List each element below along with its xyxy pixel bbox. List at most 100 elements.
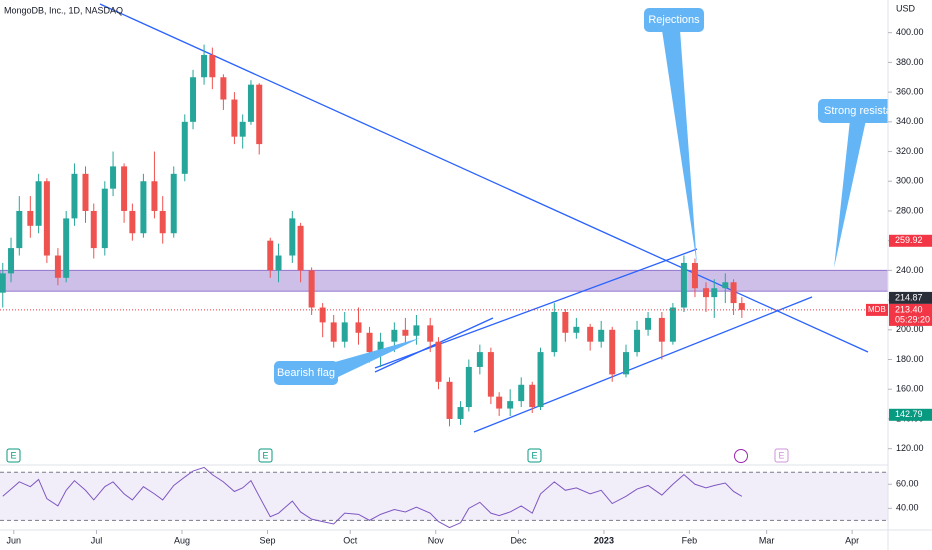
earnings-label: E — [262, 450, 268, 460]
candle-body — [366, 332, 373, 353]
callout — [274, 361, 338, 385]
channel-upper — [374, 248, 698, 369]
candle-body — [190, 77, 197, 122]
candle-body — [476, 352, 483, 367]
callout-tail — [328, 338, 420, 378]
symbol-box — [866, 303, 888, 316]
y-tick-label: 180.00 — [896, 354, 924, 364]
candle-body — [209, 54, 216, 78]
candle-body — [275, 255, 282, 271]
chart-title: MongoDB, Inc., 1D, NASDAQ — [4, 5, 123, 15]
candle-body — [702, 288, 709, 298]
candle-body — [402, 329, 409, 336]
y-tick-label: 400.00 — [896, 27, 924, 37]
x-tick-label: Apr — [845, 535, 859, 545]
y-tick-label: 360.00 — [896, 86, 924, 96]
candle-body — [201, 54, 208, 78]
candle-body — [722, 282, 729, 289]
candle-body — [170, 173, 177, 234]
rsi-band — [0, 472, 888, 521]
candle-body — [54, 255, 61, 278]
trend-line — [99, 3, 869, 353]
earnings-label: E — [10, 450, 16, 460]
candle-body — [0, 273, 6, 293]
candle-body — [129, 210, 136, 234]
earnings-icon — [258, 448, 273, 463]
candle-body — [391, 329, 398, 342]
callout — [644, 8, 704, 32]
candle-body — [159, 210, 166, 234]
candle-body — [110, 166, 117, 189]
candle-body — [16, 210, 23, 249]
callout-tail — [834, 120, 866, 268]
x-tick-label: Feb — [682, 535, 698, 545]
x-tick-label: Oct — [343, 535, 358, 545]
candle-body — [8, 248, 15, 274]
callout-text: Bearish flag — [277, 367, 335, 379]
candle-body — [507, 401, 514, 409]
y-tick-label: 380.00 — [896, 57, 924, 67]
candle-body — [669, 307, 676, 342]
candle-body — [573, 326, 580, 333]
candle-body — [529, 384, 536, 408]
candle-body — [63, 218, 70, 278]
candle-body — [598, 329, 605, 342]
candle-body — [43, 181, 50, 256]
price-marker — [889, 234, 932, 247]
candle-body — [427, 325, 434, 342]
candle-body — [297, 225, 304, 271]
candle-body — [341, 322, 348, 342]
candle-body — [355, 322, 362, 333]
candle-body — [496, 396, 503, 409]
candle-body — [267, 240, 274, 271]
price-axis — [888, 0, 932, 550]
channel-lower — [473, 296, 813, 433]
candle-body — [140, 181, 147, 234]
candle-body — [256, 84, 263, 145]
earnings-icon — [6, 448, 21, 463]
currency: USD — [896, 3, 916, 13]
y-tick-label: 340.00 — [896, 116, 924, 126]
rsi-line — [2, 466, 743, 529]
candle-body — [220, 77, 227, 100]
candle-body — [587, 326, 594, 342]
candle-body — [121, 166, 128, 211]
symbol-label: MDB — [868, 305, 886, 314]
dividend-icon — [734, 449, 748, 463]
price-marker-label: 259.92 — [895, 235, 923, 245]
candle-body — [82, 173, 89, 211]
x-tick-label: Jun — [7, 535, 22, 545]
candle-body — [247, 84, 254, 122]
candle-body — [609, 329, 616, 375]
earnings-label: E — [531, 450, 537, 460]
x-tick-label: Aug — [174, 535, 190, 545]
x-tick-label: 2023 — [594, 535, 614, 545]
candle-body — [518, 384, 525, 402]
last-price-box — [889, 303, 932, 326]
candle-body — [27, 210, 34, 226]
candle-body — [151, 181, 158, 211]
candle-body — [35, 181, 42, 226]
callout-tail — [662, 30, 697, 265]
last-price-label: 213.40 — [895, 304, 923, 314]
y-tick-label: 280.00 — [896, 205, 924, 215]
x-tick-label: Dec — [510, 535, 527, 545]
candle-body — [435, 341, 442, 382]
x-tick-label: Mar — [759, 535, 775, 545]
candle-body — [289, 218, 296, 256]
candle-body — [90, 210, 97, 249]
rsi-tick-label: 40.00 — [896, 503, 919, 513]
candle-body — [377, 341, 384, 353]
candle-body — [551, 311, 558, 353]
candle-body — [101, 188, 108, 249]
candle-body — [308, 270, 315, 308]
candle-body — [537, 352, 544, 408]
callout-text: Rejections — [648, 14, 700, 26]
y-tick-label: 240.00 — [896, 265, 924, 275]
y-tick-label: 200.00 — [896, 324, 924, 334]
candle-body — [181, 121, 188, 174]
price-marker-label: 214.87 — [895, 292, 923, 302]
earnings-label: E — [778, 450, 784, 460]
y-tick-label: 120.00 — [896, 443, 924, 453]
